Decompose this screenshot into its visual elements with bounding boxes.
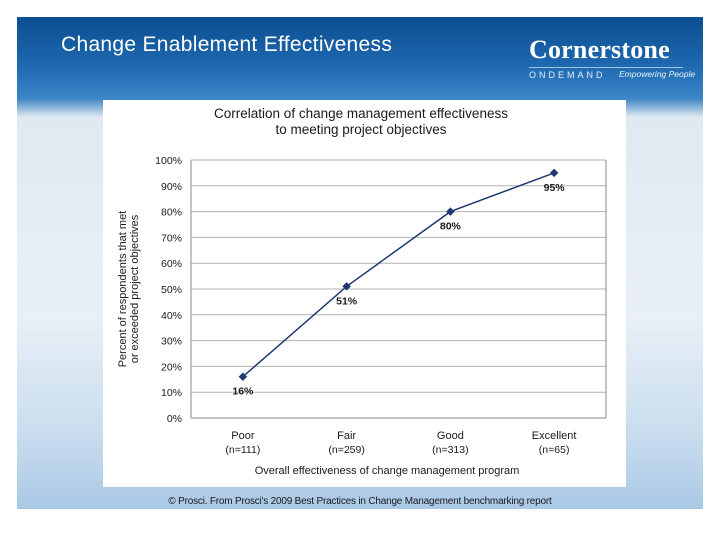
y-tick-label: 30%: [161, 336, 182, 348]
data-point: [238, 372, 248, 381]
data-label: 51%: [336, 295, 358, 307]
y-tick-label: 10%: [161, 387, 182, 399]
series-line: [242, 172, 555, 378]
data-label: 80%: [440, 221, 462, 233]
y-tick-label: 90%: [161, 181, 182, 193]
logo-tagline: Empowering People: [619, 69, 696, 79]
y-tick-label: 80%: [161, 207, 182, 219]
y-tick-label: 70%: [161, 232, 182, 244]
chart-title-line: Correlation of change management effecti…: [214, 106, 508, 121]
logo-rule: [529, 67, 683, 68]
header-band: Change Enablement Effectiveness Cornerst…: [17, 17, 703, 99]
data-point: [342, 282, 351, 291]
y-tick-label: 20%: [161, 361, 182, 373]
cornerstone-logo: Cornerstone ONDEMAND Empowering People: [529, 35, 695, 85]
x-category-sublabel: (n=111): [225, 444, 260, 456]
y-tick-label: 60%: [161, 258, 182, 270]
y-tick-label: 50%: [161, 284, 182, 296]
slide: Change Enablement Effectiveness Cornerst…: [17, 17, 703, 509]
x-category-sublabel: (n=313): [432, 444, 468, 456]
y-tick-label: 0%: [167, 413, 182, 425]
x-category-label: Excellent: [532, 430, 577, 442]
x-category-label: Fair: [337, 430, 356, 442]
x-category-label: Poor: [231, 430, 255, 442]
y-axis-title-line: or exceeded project objectives: [129, 214, 141, 363]
x-category-label: Good: [437, 430, 464, 442]
data-label: 16%: [232, 386, 254, 398]
y-axis-title-line: Percent of respondents that met: [117, 211, 129, 368]
chart-panel: [103, 100, 626, 487]
x-category-sublabel: (n=259): [328, 444, 364, 456]
y-tick-label: 40%: [161, 310, 182, 322]
logo-name: Cornerstone: [529, 35, 670, 64]
x-axis-title: Overall effectiveness of change manageme…: [255, 465, 520, 477]
data-point: [446, 207, 455, 216]
line-chart: Correlation of change management effecti…: [103, 100, 626, 487]
slide-title: Change Enablement Effectiveness: [61, 33, 393, 56]
data-label: 95%: [544, 182, 566, 194]
chart-title-line: to meeting project objectives: [275, 122, 446, 137]
x-category-sublabel: (n=65): [539, 444, 570, 456]
logo-sub: ONDEMAND: [529, 70, 606, 80]
y-tick-label: 100%: [155, 155, 182, 167]
source-note: © Prosci. From Prosci's 2009 Best Practi…: [168, 496, 552, 507]
